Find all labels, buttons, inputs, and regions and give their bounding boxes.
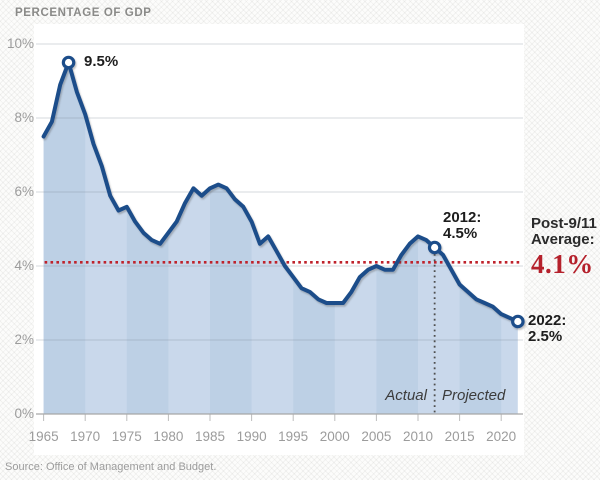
label-2022: 2022: 2.5%	[528, 312, 567, 345]
x-axis-label: 2005	[361, 429, 392, 444]
x-axis-label: 1995	[278, 429, 309, 444]
y-axis-label: 8%	[14, 110, 34, 125]
page-title: PERCENTAGE OF GDP	[15, 7, 152, 19]
data-point-marker	[511, 314, 525, 329]
label-2012: 2012: 4.5%	[443, 209, 482, 242]
y-axis-label: 10%	[6, 36, 34, 51]
x-axis-label: 1980	[153, 429, 184, 444]
x-axis-label: 1970	[70, 429, 101, 444]
post911-average-label: Post-9/11 Average: 4.1%	[531, 215, 597, 279]
y-axis-label: 6%	[14, 184, 34, 199]
x-axis-label: 2010	[402, 429, 434, 444]
source-attribution: Source: Office of Management and Budget.	[5, 461, 217, 473]
post911-average-value: 4.1%	[531, 249, 594, 279]
y-axis-label: 2%	[14, 332, 34, 347]
peak-value-label: 9.5%	[84, 53, 119, 70]
x-axis-label: 2020	[486, 429, 517, 444]
data-point-marker	[61, 55, 76, 70]
x-axis-label: 2000	[319, 429, 350, 444]
y-axis-label: 4%	[14, 258, 34, 273]
data-point-marker	[427, 240, 442, 255]
x-axis-label: 2015	[444, 429, 475, 444]
x-axis-label: 1990	[236, 429, 267, 444]
projected-phase-label: Projected	[442, 387, 506, 404]
actual-phase-label: Actual	[385, 387, 427, 404]
x-axis-label: 1965	[28, 429, 59, 444]
x-axis-label: 1975	[111, 429, 142, 444]
x-axis-label: 1985	[194, 429, 226, 444]
y-axis-label: 0%	[14, 406, 34, 421]
